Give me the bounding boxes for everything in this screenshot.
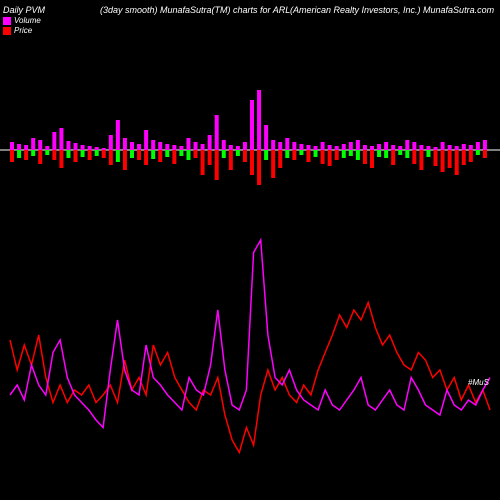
legend-swatch bbox=[3, 27, 11, 35]
chart-svg bbox=[0, 0, 500, 500]
legend-swatch bbox=[3, 17, 11, 25]
legend-label: Price bbox=[14, 26, 32, 35]
chart-container: Daily PVM (3day smooth) MunafaSutra(TM) … bbox=[0, 0, 500, 500]
annotation-mus: #MuS bbox=[468, 378, 489, 387]
header-center: (3day smooth) MunafaSutra(TM) charts for… bbox=[100, 5, 290, 15]
header-right: (American Realty Investors, Inc.) Munafa… bbox=[290, 5, 494, 15]
legend-label: Volume bbox=[14, 16, 41, 25]
header-left: Daily PVM bbox=[3, 5, 45, 15]
